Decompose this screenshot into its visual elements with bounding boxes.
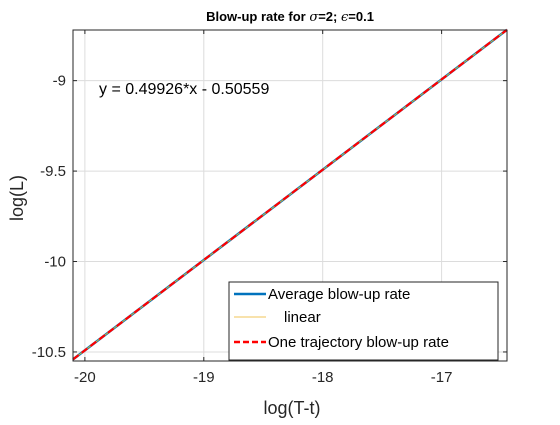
y-tick-label: -10 (44, 254, 66, 271)
legend-item-trajectory: One trajectory blow-up rate (234, 334, 449, 351)
legend-label-average: Average blow-up rate (268, 286, 410, 303)
y-axis-label: log(L) (7, 175, 27, 221)
fit-annotation: y = 0.49926*x - 0.50559 (99, 81, 269, 98)
x-axis-label: log(T-t) (263, 398, 320, 418)
y-tick-label: -9 (53, 73, 66, 90)
series-group (72, 28, 508, 361)
y-tick-label: -10.5 (32, 344, 66, 361)
legend: Average blow-up rate linear One trajecto… (228, 281, 499, 361)
x-tick-label: -20 (74, 369, 96, 386)
legend-label-linear: linear (284, 309, 321, 326)
legend-item-linear: linear (234, 309, 321, 326)
chart-title: Blow-up rate for σ=2; ϵ=0.1 (206, 9, 374, 25)
x-tick-label: -17 (431, 369, 453, 386)
legend-box (228, 281, 499, 361)
x-tick-label: -18 (312, 369, 334, 386)
y-tick-label: -9.5 (40, 163, 66, 180)
legend-label-trajectory: One trajectory blow-up rate (268, 334, 449, 351)
x-tick-label: -19 (193, 369, 215, 386)
series-line-2 (72, 28, 508, 361)
legend-item-average: Average blow-up rate (234, 286, 410, 303)
tick-labels: -20 -19 -18 -17 -10.5 -10 -9.5 -9 (32, 73, 453, 386)
plot-frame (72, 29, 508, 362)
